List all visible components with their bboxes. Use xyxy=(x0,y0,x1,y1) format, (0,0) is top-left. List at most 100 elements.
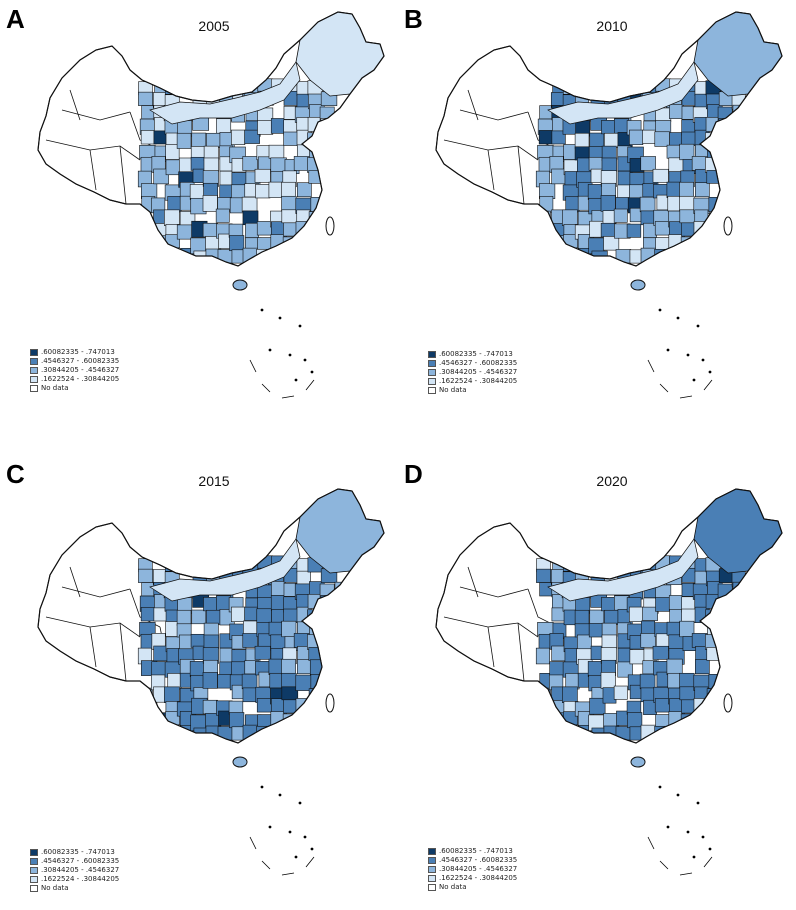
prefecture-region xyxy=(733,116,749,134)
prefecture-region xyxy=(336,714,352,730)
legend-swatch xyxy=(30,849,38,856)
legend-item: .30844205 - .4546327 xyxy=(428,368,517,377)
legend-swatch xyxy=(428,360,436,367)
taiwan-island xyxy=(325,216,335,236)
prefecture-region xyxy=(189,79,204,95)
prefecture-region xyxy=(215,208,230,223)
prefecture-region xyxy=(614,595,630,611)
hainan-island xyxy=(232,279,248,291)
legend-label: .60082335 - .747013 xyxy=(439,847,513,855)
china-map xyxy=(37,11,385,399)
prefecture-region xyxy=(679,195,695,212)
legend-swatch xyxy=(30,376,38,383)
panel-letter: A xyxy=(6,4,25,34)
legend-swatch xyxy=(30,885,38,892)
prefecture-region xyxy=(283,250,300,266)
panel-letter: B xyxy=(404,4,423,34)
prefecture-region xyxy=(139,250,154,266)
prefecture-region xyxy=(321,170,335,187)
legend-item: .60082335 - .747013 xyxy=(30,848,119,857)
prefecture-region xyxy=(667,249,682,265)
taiwan-island xyxy=(723,216,733,236)
province-boundary xyxy=(45,616,141,638)
prefecture-region xyxy=(335,698,350,713)
prefecture-region xyxy=(334,606,351,623)
prefecture-region xyxy=(242,210,259,226)
legend-label: .30844205 - .4546327 xyxy=(41,866,120,874)
prefecture-region xyxy=(334,674,352,690)
prefecture-region xyxy=(202,195,218,212)
island-dot xyxy=(658,308,662,312)
island-dot xyxy=(288,353,292,357)
island-dot xyxy=(260,308,264,312)
prefecture-region xyxy=(335,634,350,650)
prefecture-region xyxy=(574,132,590,149)
legend-swatch xyxy=(428,857,436,864)
island-dot xyxy=(294,855,298,859)
prefecture-region xyxy=(731,726,749,742)
prefecture-region xyxy=(270,711,286,726)
prefecture-region xyxy=(694,248,709,264)
prefecture-region xyxy=(563,249,580,266)
province-boundary xyxy=(61,586,131,598)
prefecture-region xyxy=(652,645,669,660)
prefecture-region xyxy=(255,184,271,199)
prefecture-region xyxy=(141,698,158,715)
prefecture-region xyxy=(629,184,645,199)
prefecture-region xyxy=(191,132,207,148)
prefecture-region xyxy=(654,131,670,147)
prefecture-region xyxy=(668,234,684,249)
prefecture-region xyxy=(321,714,338,730)
prefecture-region xyxy=(695,659,710,675)
prefecture-region xyxy=(539,698,556,715)
prefecture-region xyxy=(641,620,656,636)
island-dot xyxy=(666,348,670,352)
prefecture-region xyxy=(308,688,325,704)
prefecture-region xyxy=(151,249,166,264)
prefecture-region xyxy=(536,236,552,254)
prefecture-region xyxy=(706,247,721,262)
prefecture-region xyxy=(707,221,721,237)
legend-swatch xyxy=(30,867,38,874)
legend: .60082335 - .747013.4546327 - .60082335.… xyxy=(428,350,517,395)
prefecture-region xyxy=(203,157,219,172)
legend-label: .1622524 - .30844205 xyxy=(439,874,518,882)
panel-year: 2005 xyxy=(198,18,230,34)
prefecture-region xyxy=(283,608,300,623)
province-boundary xyxy=(69,566,81,598)
prefecture-region xyxy=(321,196,338,211)
prefecture-region xyxy=(295,674,312,691)
prefecture-region xyxy=(666,658,683,675)
prefecture-region xyxy=(309,221,323,237)
prefecture-region xyxy=(669,104,684,119)
hainan-island xyxy=(630,756,646,768)
prefecture-region xyxy=(333,726,351,742)
island-dot xyxy=(310,370,314,374)
province-boundary xyxy=(487,149,495,191)
prefecture-region xyxy=(307,609,323,626)
province-boundary xyxy=(69,89,81,121)
prefecture-region xyxy=(139,727,154,743)
province-boundary xyxy=(459,586,529,598)
prefecture-region xyxy=(308,710,323,725)
prefecture-region xyxy=(613,685,628,700)
province-boundary xyxy=(467,89,479,121)
prefecture-region xyxy=(229,712,245,729)
prefecture-region xyxy=(269,249,284,265)
prefecture-region xyxy=(600,222,616,238)
panel-year: 2010 xyxy=(596,18,628,34)
legend-item: .4546327 - .60082335 xyxy=(30,857,119,866)
prefecture-region xyxy=(679,143,695,161)
map-panel-b: B 2010 .60082335 - .747013.4546327 - .60… xyxy=(398,0,796,455)
legend-label: .30844205 - .4546327 xyxy=(41,366,120,374)
prefecture-region xyxy=(257,120,274,135)
province-boundary xyxy=(517,622,525,682)
prefecture-region xyxy=(241,673,258,690)
prefecture-region xyxy=(217,726,234,741)
prefecture-region xyxy=(256,221,273,236)
prefecture-region xyxy=(281,686,299,701)
legend-label: .4546327 - .60082335 xyxy=(41,357,120,365)
taiwan-island xyxy=(723,693,733,713)
prefecture-region xyxy=(164,209,180,227)
prefecture-region xyxy=(308,170,325,184)
